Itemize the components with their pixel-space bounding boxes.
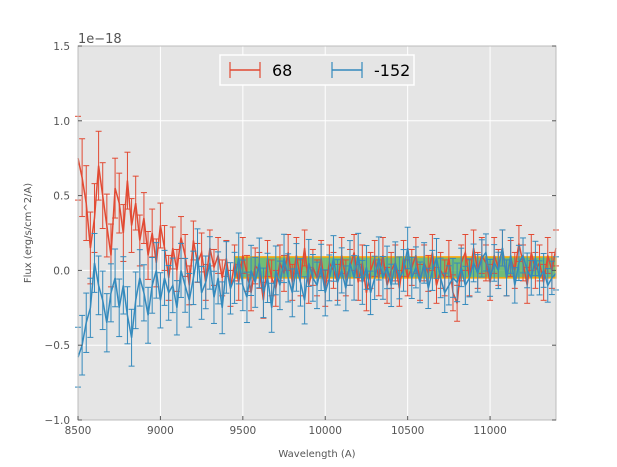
legend-label: -152 [374, 61, 410, 80]
series-1 [75, 226, 559, 388]
y-tick-label: 0.0 [53, 265, 70, 277]
x-tick-label: 10500 [391, 425, 424, 437]
x-axis-label: Wavelength (A) [278, 449, 355, 460]
y-tick-label: 1.0 [53, 116, 70, 128]
y-axis-ticks: −1.0 −0.5 0.0 0.5 1.0 1.5 [45, 41, 556, 427]
x-tick-label: 8500 [65, 425, 92, 437]
legend-handle [331, 62, 363, 78]
plot-frame [77, 45, 557, 421]
legend-handle [229, 62, 261, 78]
x-tick-label: 10000 [309, 425, 342, 437]
y-tick-label: −0.5 [45, 340, 71, 352]
x-tick-label: 9500 [229, 425, 256, 437]
plot-background [78, 46, 556, 420]
y-offset-label: 1e−18 [78, 32, 122, 47]
legend-label: 68 [272, 61, 292, 80]
y-tick-label: 0.5 [53, 191, 70, 203]
series-line [77, 247, 557, 358]
x-tick-label: 9000 [147, 425, 174, 437]
y-tick-label: −1.0 [45, 415, 71, 427]
legend: 68 -152 [219, 54, 415, 86]
y-tick-label: 1.5 [53, 41, 70, 53]
y-axis-label: Flux (erg/s/cm^2/A) [23, 183, 34, 283]
series-layer [75, 45, 559, 421]
x-axis-ticks: 8500 9000 9500 10000 10500 11000 [65, 416, 507, 437]
x-tick-label: 11000 [473, 425, 506, 437]
